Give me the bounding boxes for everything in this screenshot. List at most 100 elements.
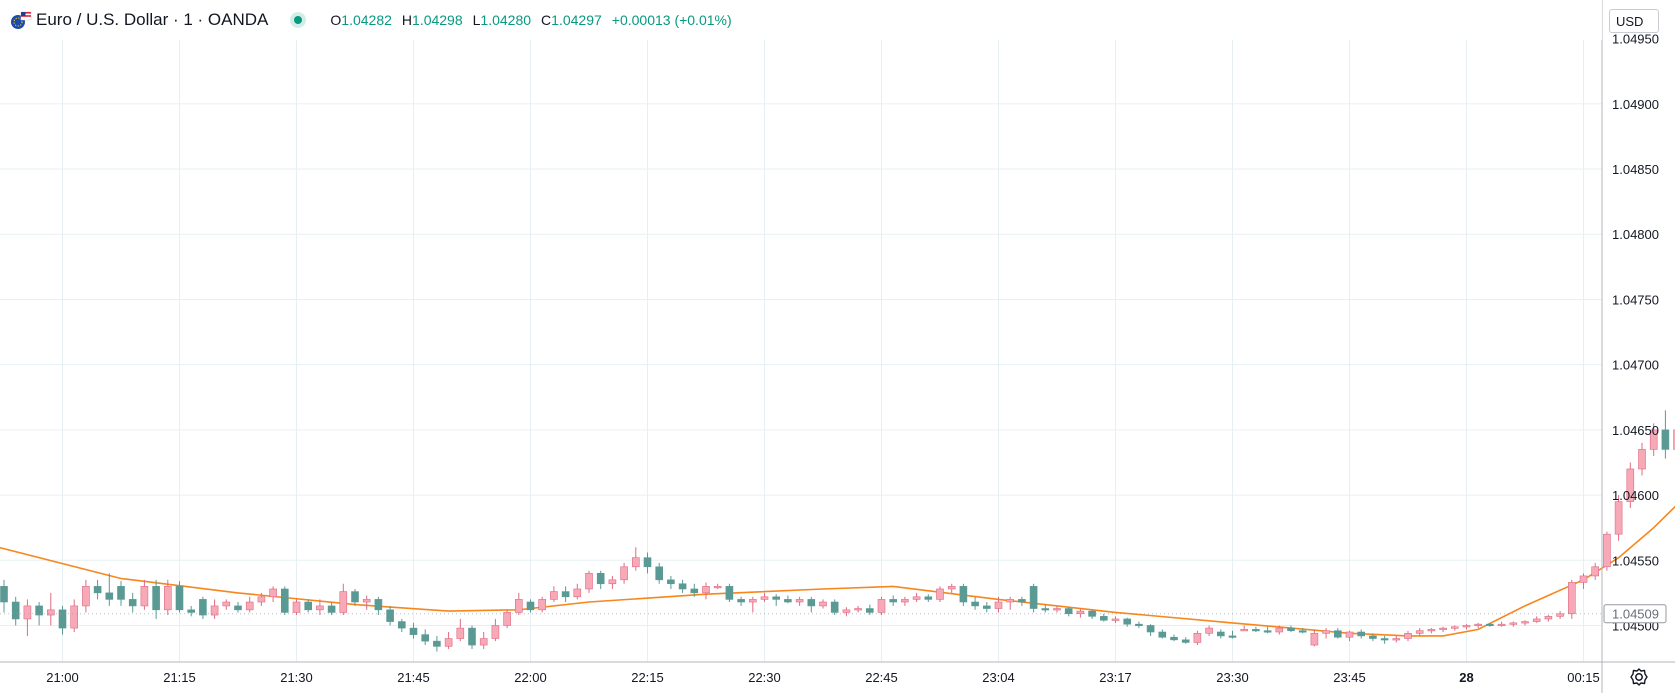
candle-body (222, 601, 231, 607)
candle (1170, 634, 1178, 642)
candle (105, 573, 114, 606)
candle-body (772, 596, 781, 600)
candle-body (585, 573, 593, 590)
candle-body (164, 586, 172, 611)
candle (1568, 579, 1576, 619)
candle-body (433, 640, 441, 647)
candle (795, 596, 804, 606)
candle (292, 599, 301, 616)
candle-body (643, 557, 652, 568)
candle (35, 602, 43, 626)
y-tick-label: 1.04900 (1612, 97, 1659, 112)
candle-body (514, 599, 523, 613)
candle (1310, 629, 1319, 647)
ohlc-close: C1.04297 (541, 12, 602, 28)
candle-body (339, 591, 348, 613)
candle (538, 596, 547, 613)
candle (82, 579, 90, 613)
candle-body (1041, 608, 1050, 611)
candle-body (737, 599, 745, 603)
candle-body (444, 638, 453, 647)
candle-body (1275, 627, 1284, 633)
candle (257, 592, 266, 606)
candle-body (1029, 586, 1038, 609)
candle-body (1404, 633, 1412, 639)
candle-body (292, 601, 301, 613)
candle (46, 592, 55, 626)
candle-body (327, 605, 336, 613)
candle (1532, 616, 1541, 623)
candle (889, 595, 898, 606)
candle (339, 583, 348, 616)
candle-body (374, 599, 383, 611)
candle-body (1064, 608, 1073, 615)
candle (1275, 625, 1284, 635)
candle-body (1123, 618, 1131, 625)
currency-flag-icon[interactable] (10, 9, 32, 31)
candle (456, 618, 465, 642)
candle (1579, 573, 1588, 589)
candle-body (1521, 621, 1529, 624)
candle (678, 579, 687, 593)
candle-body (1334, 630, 1342, 638)
candle (1029, 583, 1038, 613)
candle-body (1146, 625, 1155, 633)
candle (1252, 626, 1260, 633)
candle (491, 618, 500, 642)
candle-body (175, 586, 184, 611)
close-label: C (541, 12, 552, 28)
ohlc-open: O1.04282 (330, 12, 392, 28)
candle (1521, 620, 1529, 626)
candle (1298, 628, 1307, 634)
candle-body (1298, 630, 1307, 633)
last-price-label: 1.04509 (1612, 607, 1659, 622)
symbol-title[interactable]: Euro / U.S. Dollar · 1 · OANDA (36, 10, 269, 29)
candle-body (1228, 635, 1237, 638)
candle-body (982, 605, 991, 609)
candle-body (304, 601, 313, 611)
candle (982, 602, 991, 613)
candle-body (795, 599, 804, 603)
candle-body (35, 605, 43, 616)
candle-body (807, 599, 816, 607)
candle-body (877, 599, 886, 613)
candle-body (70, 605, 78, 629)
gear-icon[interactable] (1628, 666, 1650, 688)
candle-body (912, 596, 921, 600)
candle-body (608, 579, 617, 585)
candle-body (1205, 627, 1213, 634)
y-tick-label: 1.04950 (1612, 32, 1659, 47)
candle-body (631, 557, 640, 568)
candle-body (1603, 533, 1611, 568)
candle (667, 575, 675, 589)
candle-body (1392, 638, 1401, 641)
candle (234, 602, 242, 613)
candle-body (947, 586, 956, 590)
candle-body (830, 601, 839, 613)
candle-body (936, 588, 944, 600)
candle (351, 588, 359, 606)
chart-header: Euro / U.S. Dollar · 1 · OANDA O1.04282 … (0, 0, 1602, 40)
low-value: 1.04280 (480, 12, 532, 28)
candle (1427, 628, 1436, 634)
moving-average (0, 505, 1675, 637)
candle-body (23, 605, 32, 620)
x-tick-label: 21:45 (397, 670, 430, 685)
candle (164, 579, 172, 616)
candle (1088, 609, 1096, 619)
candle (912, 592, 921, 603)
candle (702, 582, 710, 600)
currency-button[interactable]: USD (1609, 9, 1659, 33)
candle-body (1462, 625, 1471, 628)
candle (70, 599, 78, 633)
candle-body (854, 608, 862, 611)
candle (947, 583, 956, 593)
x-tick-label: 21:15 (163, 670, 196, 685)
candle-body (690, 588, 699, 594)
candle-body (1509, 622, 1518, 625)
candle (971, 596, 979, 610)
candle-body (1544, 616, 1553, 620)
candle-body (1568, 582, 1576, 615)
